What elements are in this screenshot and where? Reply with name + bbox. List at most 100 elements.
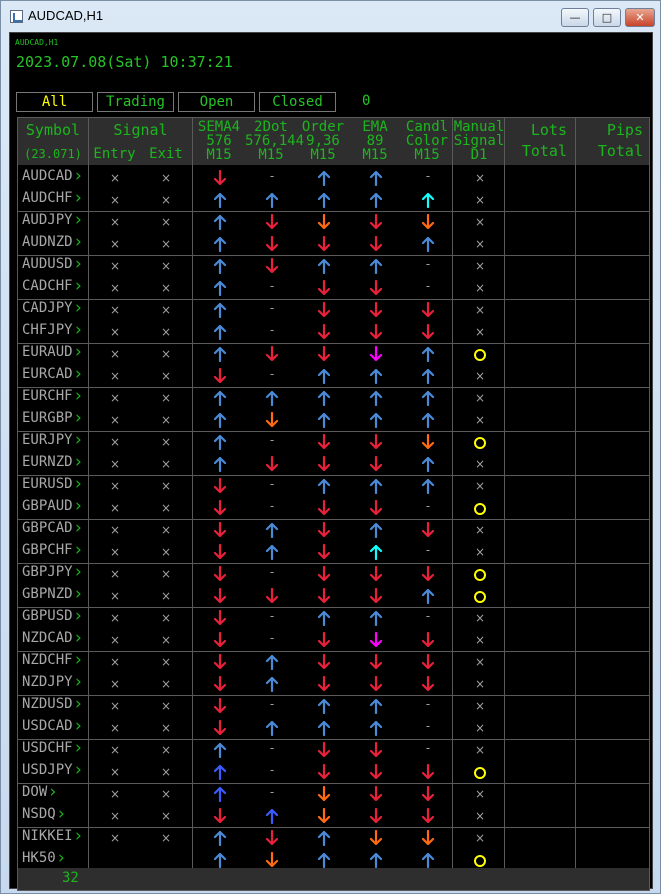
exit-x-icon: ×	[160, 391, 172, 405]
chevron-right-icon[interactable]: ›	[75, 694, 82, 714]
sema-arrow-up-icon	[213, 280, 227, 297]
symbol-label[interactable]: CADJPY	[22, 300, 73, 316]
manual-x-icon: ×	[474, 655, 486, 669]
filter-open-button[interactable]: Open	[178, 92, 255, 112]
exit-x-icon: ×	[160, 259, 172, 273]
manual-signal-circle-icon	[474, 855, 486, 867]
symbol-label[interactable]: EURUSD	[22, 476, 73, 492]
chevron-right-icon[interactable]: ›	[75, 320, 82, 340]
chevron-right-icon[interactable]: ›	[75, 232, 82, 252]
symbol-label[interactable]: AUDNZD	[22, 234, 73, 250]
chevron-right-icon[interactable]: ›	[75, 496, 82, 516]
chart-app-icon	[10, 10, 23, 23]
chevron-right-icon[interactable]: ›	[75, 540, 82, 560]
chevron-right-icon[interactable]: ›	[75, 672, 82, 692]
chevron-right-icon[interactable]: ›	[75, 738, 82, 758]
chevron-right-icon[interactable]: ›	[75, 650, 82, 670]
close-button[interactable]: ✕	[625, 8, 655, 27]
order-arrow-up-icon	[317, 852, 331, 869]
symbol-label[interactable]: EURCAD	[22, 366, 73, 382]
symbol-label[interactable]: GBPJPY	[22, 564, 73, 580]
symbol-label[interactable]: GBPCAD	[22, 520, 73, 536]
chevron-right-icon[interactable]: ›	[75, 606, 82, 626]
symbol-label[interactable]: EURGBP	[22, 410, 73, 426]
filter-trading-button[interactable]: Trading	[97, 92, 174, 112]
chevron-right-icon[interactable]: ›	[75, 760, 82, 780]
exit-x-icon: ×	[160, 193, 172, 207]
symbol-label[interactable]: AUDJPY	[22, 212, 73, 228]
chevron-right-icon[interactable]: ›	[75, 452, 82, 472]
order-header: Order 9,36 M15	[301, 119, 345, 163]
chevron-right-icon[interactable]: ›	[75, 342, 82, 362]
chevron-right-icon[interactable]: ›	[75, 584, 82, 604]
chevron-right-icon[interactable]: ›	[49, 782, 57, 802]
chevron-right-icon[interactable]: ›	[75, 188, 82, 208]
chevron-right-icon[interactable]: ›	[75, 254, 82, 274]
chevron-right-icon[interactable]: ›	[75, 518, 82, 538]
chevron-right-icon[interactable]: ›	[75, 298, 82, 318]
minimize-button[interactable]: —	[561, 8, 589, 27]
symbol-label[interactable]: NZDCAD	[22, 630, 73, 646]
symbol-label[interactable]: GBPNZD	[22, 586, 73, 602]
filter-closed-button[interactable]: Closed	[259, 92, 336, 112]
dot-dash: -	[269, 631, 275, 645]
chevron-right-icon[interactable]: ›	[75, 210, 82, 230]
chevron-right-icon[interactable]: ›	[75, 408, 82, 428]
symbol-label[interactable]: EURAUD	[22, 344, 73, 360]
exit-x-icon: ×	[160, 677, 172, 691]
chevron-right-icon[interactable]: ›	[75, 474, 82, 494]
filter-all-button[interactable]: All	[16, 92, 93, 112]
chevron-right-icon[interactable]: ›	[58, 848, 65, 868]
symbol-label[interactable]: USDCHF	[22, 740, 73, 756]
symbol-label[interactable]: NIKKEI	[22, 828, 73, 844]
chevron-right-icon[interactable]: ›	[75, 386, 82, 406]
symbol-label[interactable]: GBPAUD	[22, 498, 73, 514]
symbol-label[interactable]: USDJPY	[22, 762, 73, 778]
entry-x-icon: ×	[109, 193, 121, 207]
symbol-label[interactable]: NSDQ	[22, 806, 56, 822]
chevron-right-icon[interactable]: ›	[58, 804, 65, 824]
symbol-header[interactable]: Symbol	[25, 121, 81, 139]
maximize-button[interactable]: □	[593, 8, 621, 27]
sema-arrow-down-icon	[213, 653, 227, 670]
chevron-right-icon[interactable]: ›	[75, 166, 82, 186]
symbol-label[interactable]: GBPUSD	[22, 608, 73, 624]
chevron-right-icon[interactable]: ›	[75, 562, 82, 582]
title-bar[interactable]: AUDCAD,H1 — □ ✕	[1, 1, 660, 31]
chevron-right-icon[interactable]: ›	[75, 716, 82, 736]
chevron-right-icon[interactable]: ›	[75, 364, 82, 384]
dot-dash: -	[269, 741, 275, 755]
order-arrow-up-icon	[317, 412, 331, 429]
symbol-label[interactable]: CHFJPY	[22, 322, 73, 338]
symbol-label[interactable]: DOW	[22, 784, 48, 800]
manual-signal-circle-icon	[474, 437, 486, 449]
ema-arrow-down-icon	[369, 323, 383, 340]
chevron-right-icon[interactable]: ›	[75, 628, 82, 648]
entry-x-icon: ×	[109, 325, 121, 339]
symbol-label[interactable]: EURJPY	[22, 432, 73, 448]
manual-x-icon: ×	[474, 193, 486, 207]
chevron-right-icon[interactable]: ›	[75, 826, 82, 846]
dot-header: 2Dot 576,144 M15	[245, 119, 305, 163]
symbol-label[interactable]: AUDCAD	[22, 168, 73, 184]
symbol-label[interactable]: CADCHF	[22, 278, 73, 294]
symbol-label[interactable]: EURCHF	[22, 388, 73, 404]
chevron-right-icon[interactable]: ›	[75, 430, 82, 450]
entry-x-icon: ×	[109, 589, 121, 603]
candle-dash: -	[425, 719, 431, 733]
ema-arrow-down-icon	[369, 807, 383, 824]
symbol-label[interactable]: GBPCHF	[22, 542, 73, 558]
ema-arrow-up-icon	[369, 720, 383, 737]
symbol-label[interactable]: NZDJPY	[22, 674, 73, 690]
symbol-label[interactable]: USDCAD	[22, 718, 73, 734]
chevron-right-icon[interactable]: ›	[75, 276, 82, 296]
symbol-label[interactable]: AUDUSD	[22, 256, 73, 272]
symbol-label[interactable]: NZDCHF	[22, 652, 73, 668]
dot-arrow-down-icon	[265, 257, 279, 274]
symbol-label[interactable]: AUDCHF	[22, 190, 73, 206]
symbol-label[interactable]: EURNZD	[22, 454, 73, 470]
symbol-label[interactable]: NZDUSD	[22, 696, 73, 712]
dot-dash: -	[269, 477, 275, 491]
symbol-label[interactable]: HK50	[22, 850, 56, 866]
